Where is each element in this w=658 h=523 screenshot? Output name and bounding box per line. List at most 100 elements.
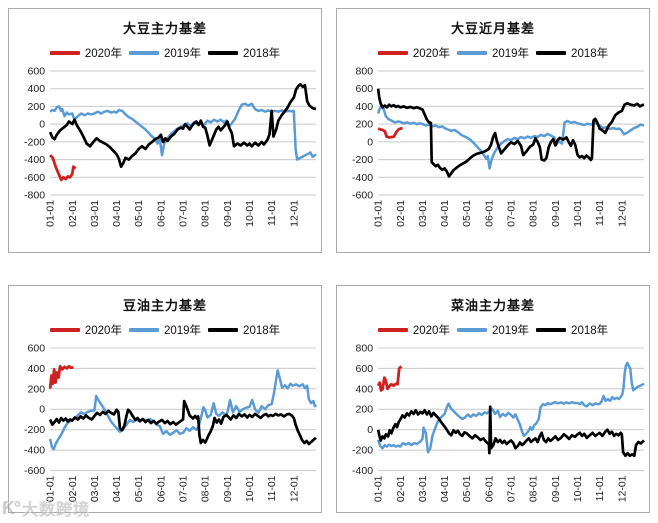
legend-swatch-2019 (456, 51, 487, 55)
legend-swatch-2018 (536, 51, 567, 55)
legend-label-2020: 2020年 (84, 48, 122, 60)
svg-text:10-01: 10-01 (572, 200, 584, 227)
svg-text:-200: -200 (352, 154, 373, 166)
legend-label-2019: 2019年 (163, 48, 202, 60)
svg-text:400: 400 (28, 364, 46, 375)
chart-panel-soybean-near: 大豆近月基差 2020年 2019年 2018年 800 600 400 200 0 -2… (336, 8, 650, 253)
chart-title: 大豆近月基差 (450, 21, 535, 36)
svg-text:09-01: 09-01 (551, 475, 562, 502)
legend-item-2018: 2018年 (536, 322, 608, 338)
legend-label-2020: 2020年 (412, 48, 450, 60)
svg-text:-400: -400 (24, 445, 45, 456)
legend-item-2020: 2020年 (377, 45, 450, 61)
svg-text:02-01: 02-01 (68, 475, 79, 502)
legend-item-2020: 2020年 (377, 322, 450, 338)
svg-text:09-01: 09-01 (550, 200, 562, 227)
legend-item-2020: 2020年 (49, 45, 122, 61)
svg-text:400: 400 (356, 101, 374, 113)
svg-text:-600: -600 (24, 466, 45, 477)
svg-text:0: 0 (367, 425, 373, 436)
svg-text:04-01: 04-01 (439, 200, 451, 227)
svg-text:-400: -400 (352, 172, 373, 184)
chart-legend: 2020年 2019年 2018年 (9, 321, 321, 339)
svg-text:11-01: 11-01 (266, 200, 278, 226)
svg-text:04-01: 04-01 (112, 475, 123, 502)
svg-text:200: 200 (356, 405, 374, 416)
svg-text:05-01: 05-01 (462, 475, 473, 502)
svg-text:07-01: 07-01 (506, 200, 518, 227)
svg-text:03-01: 03-01 (418, 475, 429, 502)
legend-swatch-2020 (49, 51, 80, 55)
legend-swatch-2018 (536, 327, 567, 332)
svg-text:03-01: 03-01 (417, 200, 429, 227)
legend-item-2019: 2019年 (456, 45, 530, 61)
chart-title: 豆油主力基差 (122, 298, 207, 313)
svg-text:02-01: 02-01 (395, 200, 407, 227)
legend-swatch-2018 (208, 51, 239, 55)
svg-text:07-01: 07-01 (507, 475, 518, 502)
svg-text:02-01: 02-01 (67, 200, 79, 227)
legend-label-2019: 2019年 (491, 48, 530, 60)
svg-text:-200: -200 (24, 425, 45, 436)
svg-text:04-01: 04-01 (111, 200, 123, 227)
legend-label-2020: 2020年 (412, 324, 450, 337)
legend-item-2018: 2018年 (208, 322, 280, 338)
svg-text:200: 200 (28, 101, 46, 113)
svg-text:-400: -400 (352, 466, 373, 477)
legend-label-2019: 2019年 (163, 324, 202, 337)
svg-text:06-01: 06-01 (483, 200, 495, 227)
svg-text:600: 600 (28, 66, 46, 78)
legend-label-2020: 2020年 (84, 324, 122, 337)
svg-text:12-01: 12-01 (617, 475, 628, 502)
svg-text:06-01: 06-01 (155, 200, 167, 227)
svg-text:200: 200 (28, 384, 46, 395)
legend-swatch-2018 (208, 327, 239, 332)
svg-text:-400: -400 (24, 154, 45, 166)
chart-panel-rapeoil-main: 菜油主力基差 2020年 2019年 2018年 800 600 400 200 0 -2… (336, 285, 650, 513)
svg-text:11-01: 11-01 (594, 200, 606, 226)
svg-text:04-01: 04-01 (440, 475, 451, 502)
legend-label-2018: 2018年 (571, 324, 609, 337)
svg-text:-200: -200 (352, 445, 373, 456)
svg-text:08-01: 08-01 (529, 475, 540, 502)
svg-text:10-01: 10-01 (573, 475, 584, 502)
svg-text:600: 600 (356, 364, 374, 375)
legend-swatch-2019 (128, 51, 159, 55)
svg-text:400: 400 (356, 384, 374, 395)
svg-text:10-01: 10-01 (244, 200, 256, 227)
svg-text:-800: -800 (24, 190, 45, 202)
legend-swatch-2020 (377, 51, 408, 55)
svg-text:-600: -600 (24, 172, 45, 184)
legend-swatch-2020 (49, 327, 80, 332)
svg-text:12-01: 12-01 (616, 200, 628, 227)
svg-text:05-01: 05-01 (134, 475, 145, 502)
legend-swatch-2020 (377, 327, 408, 332)
svg-text:03-01: 03-01 (89, 200, 101, 227)
svg-text:09-01: 09-01 (222, 200, 234, 227)
svg-text:03-01: 03-01 (90, 475, 101, 502)
svg-text:800: 800 (356, 66, 374, 78)
svg-text:0: 0 (367, 136, 373, 148)
svg-text:01-01: 01-01 (373, 200, 385, 227)
svg-text:01-01: 01-01 (46, 475, 57, 502)
svg-text:09-01: 09-01 (223, 475, 234, 502)
svg-text:800: 800 (356, 343, 374, 354)
chart-legend: 2020年 2019年 2018年 (9, 44, 321, 62)
legend-item-2019: 2019年 (456, 322, 530, 338)
legend-item-2018: 2018年 (536, 45, 608, 61)
svg-text:01-01: 01-01 (45, 200, 57, 227)
svg-text:08-01: 08-01 (528, 200, 540, 227)
svg-text:08-01: 08-01 (200, 200, 212, 227)
svg-text:02-01: 02-01 (396, 475, 407, 502)
svg-text:05-01: 05-01 (133, 200, 145, 227)
svg-text:10-01: 10-01 (245, 475, 256, 502)
legend-label-2019: 2019年 (491, 324, 530, 337)
legend-item-2019: 2019年 (128, 45, 202, 61)
legend-swatch-2019 (456, 327, 487, 332)
svg-text:600: 600 (28, 343, 46, 354)
chart-legend: 2020年 2019年 2018年 (337, 321, 649, 339)
chart-panel-soybean-main: 大豆主力基差 2020年 2019年 2018年 600 400 200 0 -200 -… (8, 8, 322, 253)
chart-panel-soyoil-main: 豆油主力基差 2020年 2019年 2018年 600 400 200 0 -200 -… (8, 285, 322, 513)
